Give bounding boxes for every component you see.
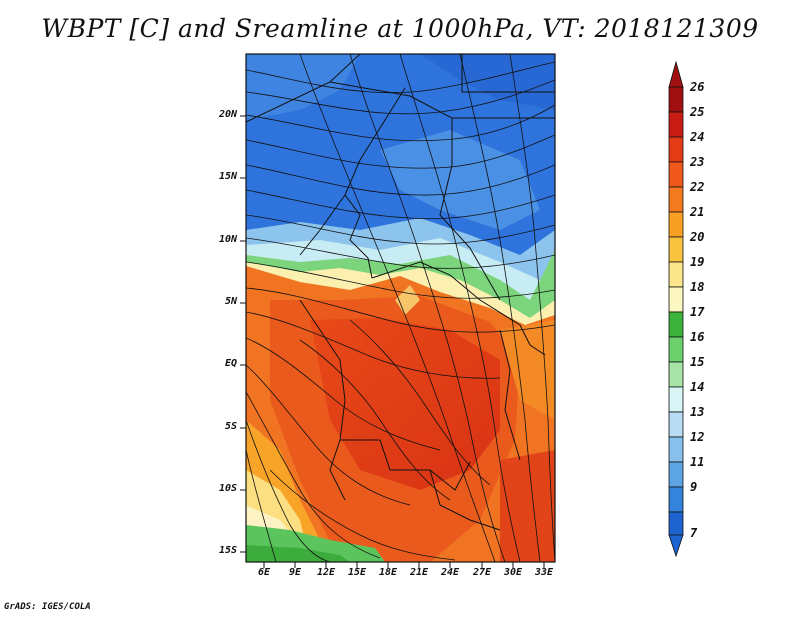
colorbar-label: 17 [690,305,705,319]
colorbar-label: 19 [690,255,705,269]
lon-label: 30E [503,567,523,578]
colorbar-label: 12 [690,430,705,444]
lon-label: 33E [534,567,554,578]
colorbar-segment [668,486,684,513]
colorbar-segment [668,261,684,288]
colorbar-segment [668,461,684,488]
colorbar-segment [668,436,684,463]
colorbar-segment [668,111,684,138]
lat-label: 5S [224,421,237,432]
lon-label: 9E [288,567,302,578]
lon-label: 18E [378,567,398,578]
lon-ticks [263,562,545,568]
lon-label: 6E [257,567,271,578]
colorbar-label: 23 [690,155,705,169]
colorbar-label: 21 [690,205,705,219]
colorbar-bottom-arrow [668,534,684,558]
lat-label: 5N [224,296,237,307]
colorbar-segment [668,186,684,213]
colorbar-label: 11 [690,455,705,469]
colorbar-label: 9 [690,480,698,494]
colorbar-label: 13 [690,405,705,419]
lon-label: 27E [472,567,492,578]
colorbar-segment [668,311,684,338]
colorbar-segment [668,511,684,536]
colorbar-segment [668,336,684,363]
colorbar-top-arrow [668,60,684,88]
colorbar-segment [668,136,684,163]
lon-label: 21E [409,567,429,578]
lat-label: 10N [218,234,237,245]
colorbar-label: 7 [690,526,698,540]
colorbar-segment [668,86,684,113]
colorbar-segment [668,161,684,188]
lat-label: 10S [218,483,237,494]
lon-label: 24E [440,567,460,578]
lat-ticks [240,115,246,553]
colorbar-label: 26 [690,80,705,94]
colorbar-segment [668,386,684,413]
colorbar-label: 24 [690,130,705,144]
chart-title: WBPT [C] and Sreamline at 1000hPa, VT: 2… [41,14,759,43]
map-frame [245,53,556,563]
lat-label: 15S [218,545,237,556]
colorbar-segment [668,236,684,263]
lat-label: 20N [218,109,237,120]
colorbar-segment [668,211,684,238]
colorbar-segment [668,411,684,438]
grads-credit: GrADS: IGES/COLA [4,602,91,612]
lon-label: 12E [316,567,336,578]
colorbar-label: 16 [690,330,705,344]
colorbar [668,60,684,558]
wbpt-field [246,54,555,562]
lon-label: 15E [347,567,367,578]
lat-label: 15N [218,171,237,182]
colorbar-label: 22 [690,180,705,194]
country-borders [246,54,555,531]
colorbar-label: 25 [690,105,705,119]
colorbar-label: 14 [690,380,705,394]
colorbar-segment [668,286,684,313]
lat-label: EQ [224,358,237,369]
colorbar-segment [668,361,684,388]
colorbar-label: 18 [690,280,705,294]
colorbar-label: 15 [690,355,705,369]
colorbar-label: 20 [690,230,705,244]
